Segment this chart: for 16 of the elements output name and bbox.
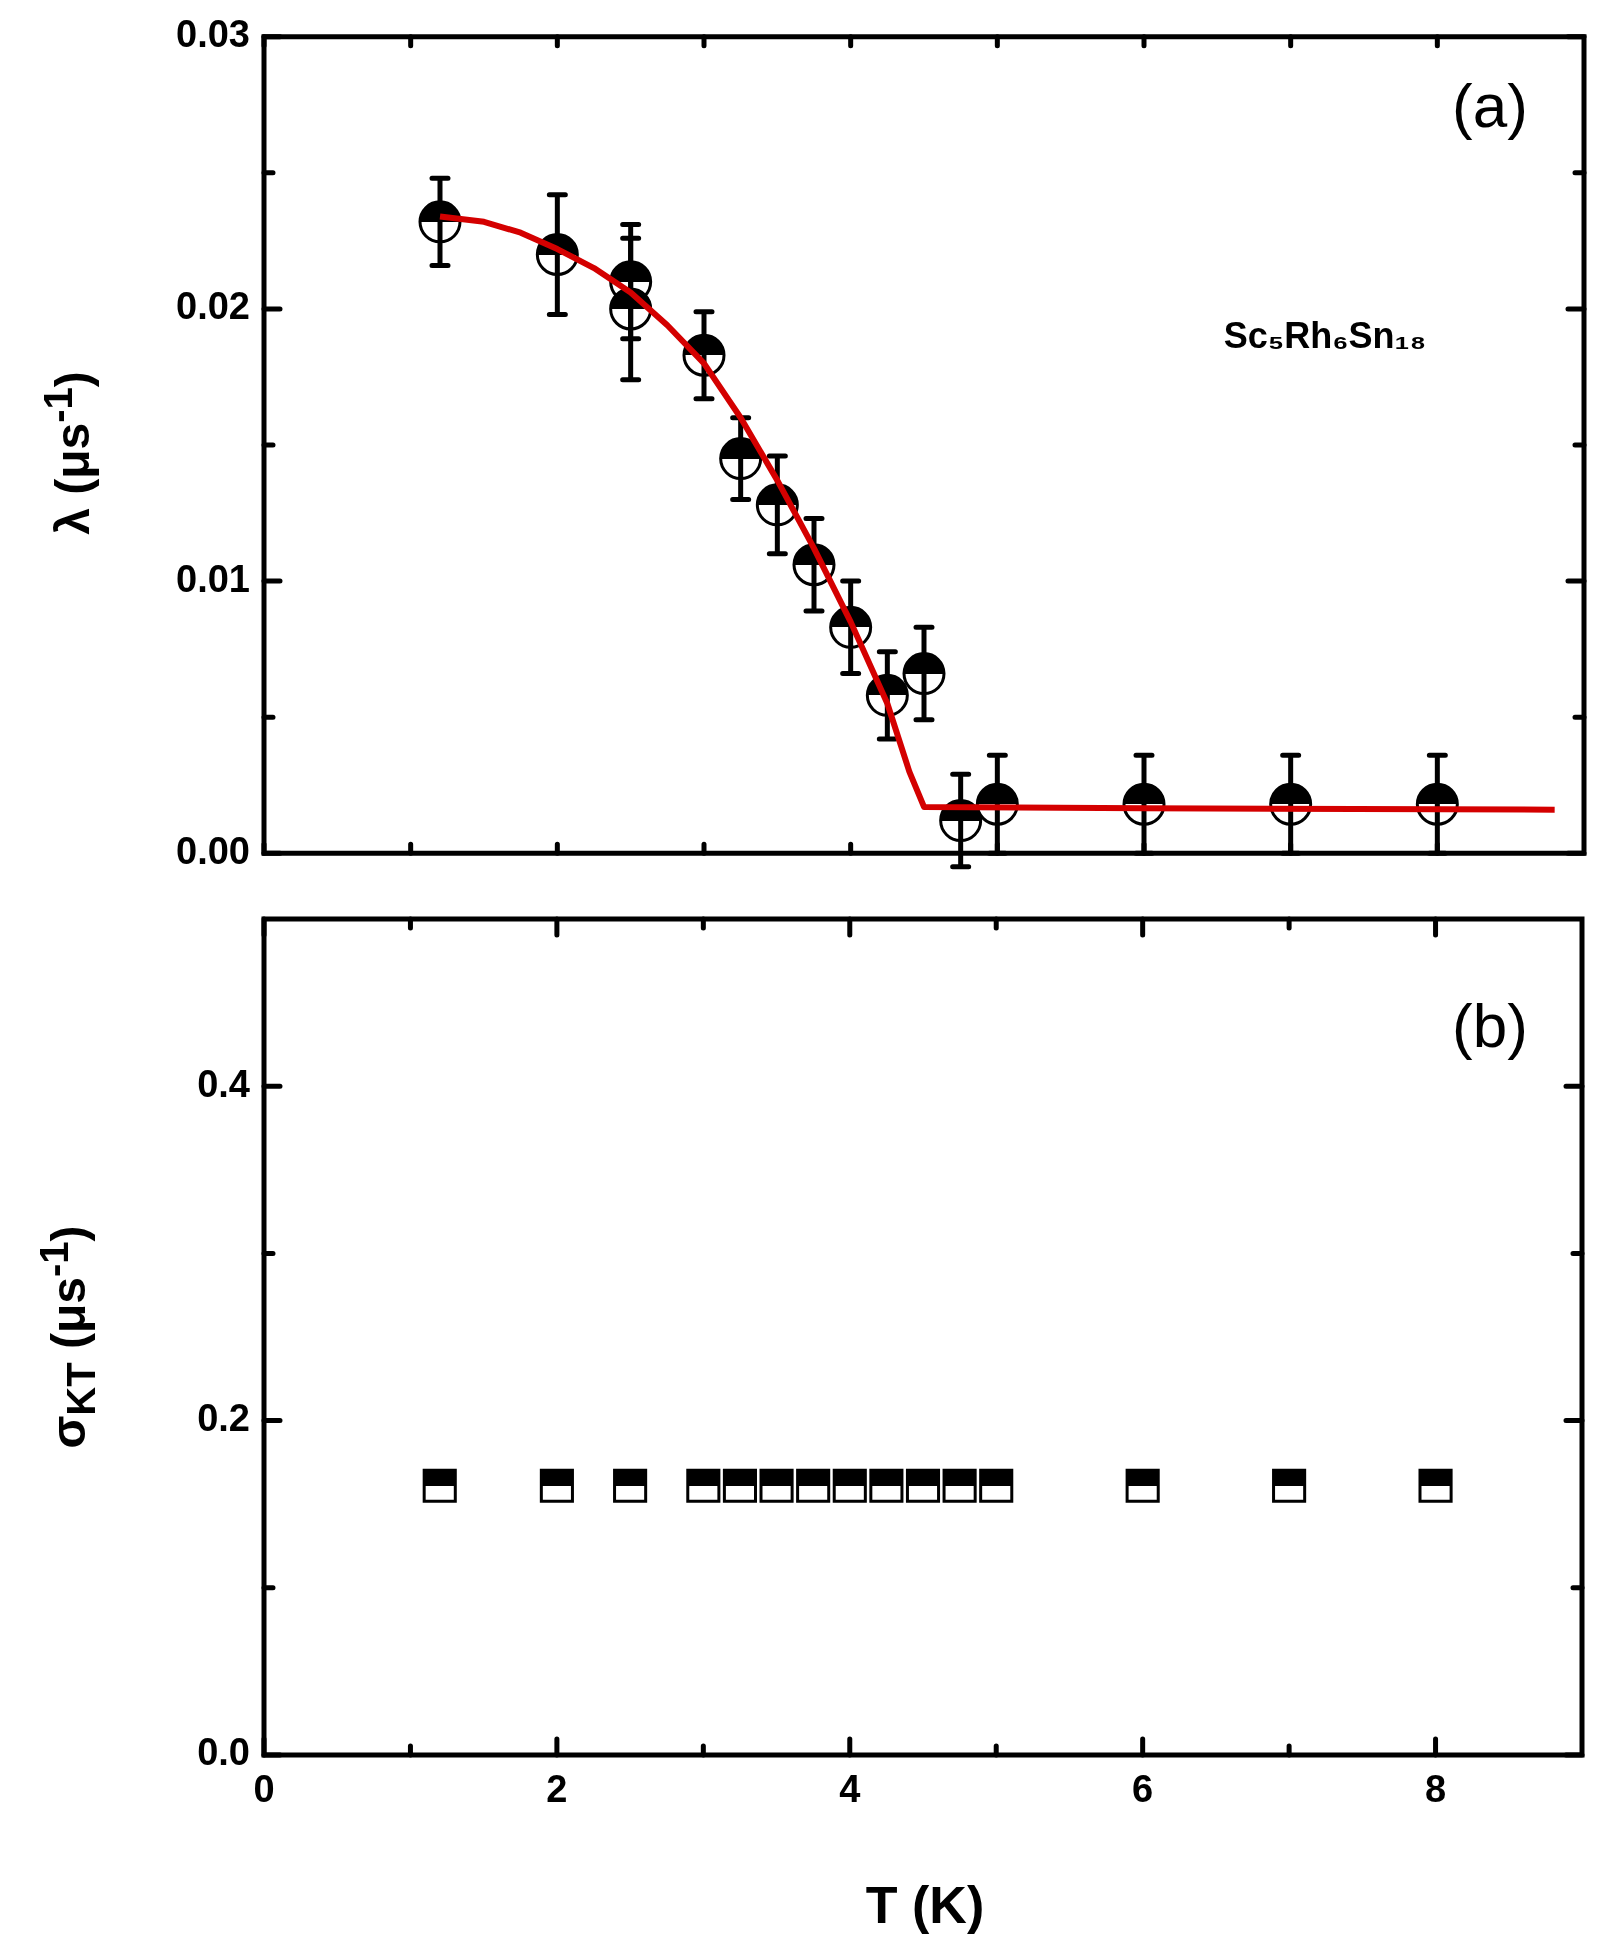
y-tick-label: 0.4 [197, 1062, 250, 1105]
y-tick-label: 0.02 [176, 285, 250, 328]
x-tick-label: 0 [253, 1768, 275, 1811]
x-tick-label: 2 [546, 1768, 568, 1811]
x-axis-title: T (K) [865, 1875, 985, 1935]
y-tick-label: 0.03 [176, 13, 250, 56]
x-tick-label: 8 [1424, 1768, 1447, 1811]
annotation: (a) [1452, 69, 1528, 141]
y-tick-label: 0.01 [176, 557, 250, 600]
x-tick-label: 6 [1132, 1768, 1154, 1811]
annotation: Sc₅Rh₆Sn₁₈ [1223, 315, 1427, 357]
annotation: (b) [1452, 989, 1528, 1061]
x-tick-label: 4 [839, 1768, 861, 1811]
y-tick-label: 0.00 [176, 829, 250, 872]
y-tick-label: 0.2 [197, 1397, 250, 1440]
y-tick-label: 0.0 [197, 1731, 250, 1774]
